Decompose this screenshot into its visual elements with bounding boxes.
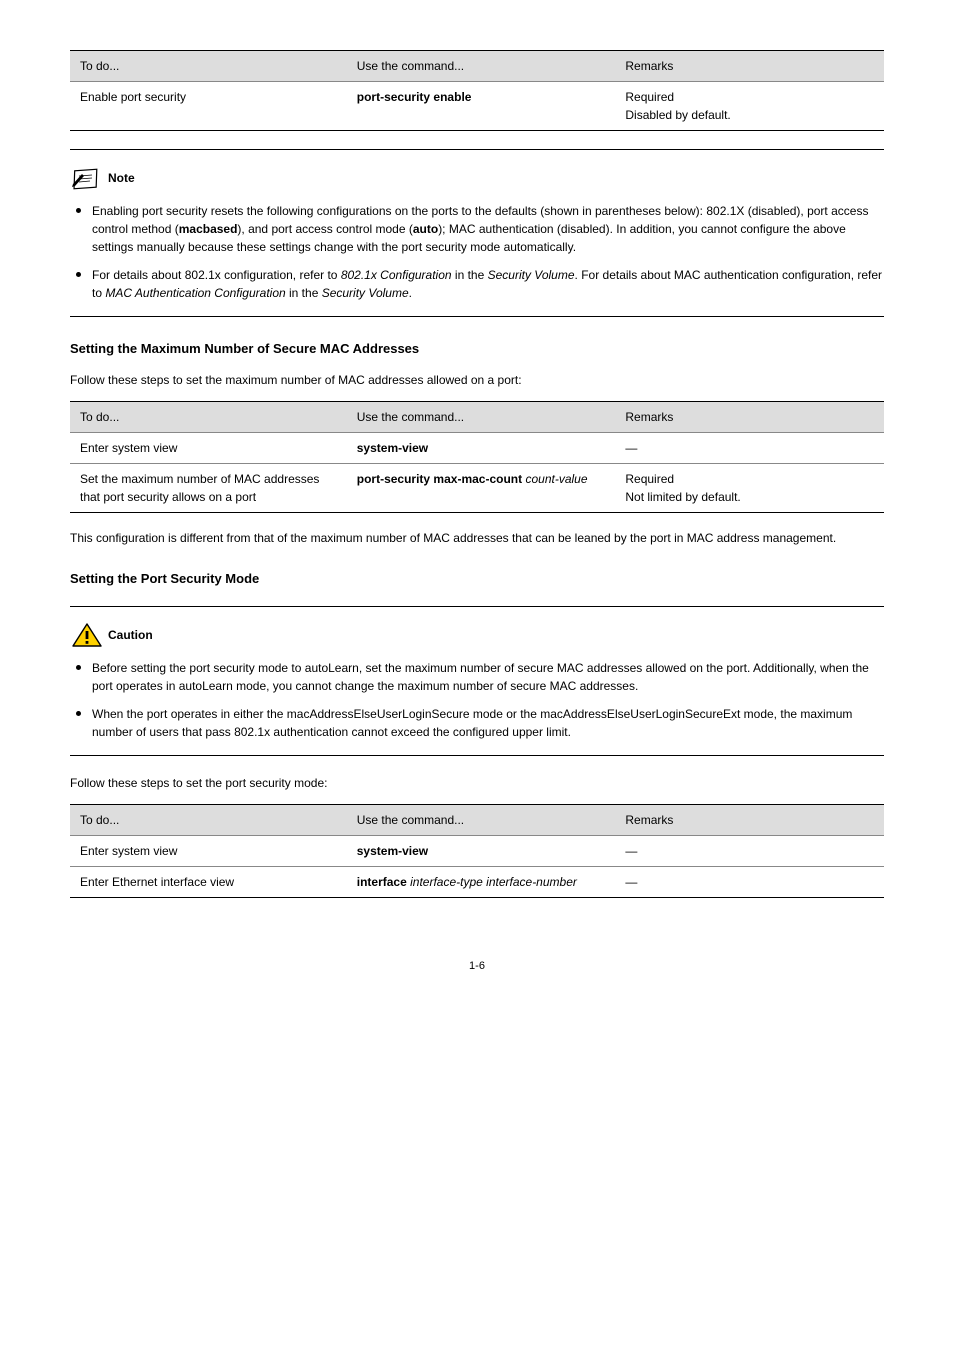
caution-callout: Caution Before setting the port security…	[70, 606, 884, 756]
caution-label: Caution	[108, 626, 153, 644]
cell-remarks: —	[615, 836, 884, 867]
section-mode-title: Setting the Port Security Mode	[70, 569, 884, 589]
note-list: Enabling port security resets the follow…	[70, 202, 884, 302]
section-maxmac-title: Setting the Maximum Number of Secure MAC…	[70, 339, 884, 359]
col-remarks: Remarks	[615, 401, 884, 432]
caution-item: Before setting the port security mode to…	[70, 659, 884, 695]
note-item: For details about 802.1x configuration, …	[70, 266, 884, 302]
table-enable-port-security: To do... Use the command... Remarks Enab…	[70, 50, 884, 131]
caution-icon	[70, 621, 104, 649]
table-row: Enter Ethernet interface view interface …	[70, 867, 884, 898]
note-header: Note	[70, 164, 884, 192]
cell-remarks: —	[615, 867, 884, 898]
table-row: Enter system view system-view —	[70, 432, 884, 463]
col-cmd: Use the command...	[347, 401, 616, 432]
table-header-row: To do... Use the command... Remarks	[70, 401, 884, 432]
table-header-row: To do... Use the command... Remarks	[70, 805, 884, 836]
note-icon	[70, 164, 104, 192]
cell-todo: Enter system view	[70, 432, 347, 463]
cell-cmd: interface interface-type interface-numbe…	[347, 867, 616, 898]
table-row: Enter system view system-view —	[70, 836, 884, 867]
col-remarks: Remarks	[615, 805, 884, 836]
cell-cmd: port-security max-mac-count count-value	[347, 463, 616, 512]
cell-cmd: system-view	[347, 432, 616, 463]
col-cmd: Use the command...	[347, 805, 616, 836]
table-row: Enable port security port-security enabl…	[70, 82, 884, 131]
note-label: Note	[108, 169, 135, 187]
col-remarks: Remarks	[615, 51, 884, 82]
caution-item: When the port operates in either the mac…	[70, 705, 884, 741]
table-row: Set the maximum number of MAC addresses …	[70, 463, 884, 512]
page-number: 1-6	[70, 958, 884, 975]
section-maxmac-intro: Follow these steps to set the maximum nu…	[70, 371, 884, 389]
note-item: Enabling port security resets the follow…	[70, 202, 884, 256]
col-cmd: Use the command...	[347, 51, 616, 82]
cell-remarks: RequiredNot limited by default.	[615, 463, 884, 512]
section-mode-intro: Follow these steps to set the port secur…	[70, 774, 884, 792]
caution-header: Caution	[70, 621, 884, 649]
table-maxmac: To do... Use the command... Remarks Ente…	[70, 401, 884, 513]
cell-todo: Enter system view	[70, 836, 347, 867]
col-todo: To do...	[70, 805, 347, 836]
section-maxmac-after: This configuration is different from tha…	[70, 529, 884, 547]
cell-todo: Enable port security	[70, 82, 347, 131]
table-mode: To do... Use the command... Remarks Ente…	[70, 804, 884, 898]
caution-list: Before setting the port security mode to…	[70, 659, 884, 741]
cell-remarks: RequiredDisabled by default.	[615, 82, 884, 131]
note-callout: Note Enabling port security resets the f…	[70, 149, 884, 317]
cell-todo: Set the maximum number of MAC addresses …	[70, 463, 347, 512]
table-header-row: To do... Use the command... Remarks	[70, 51, 884, 82]
cell-todo: Enter Ethernet interface view	[70, 867, 347, 898]
col-todo: To do...	[70, 401, 347, 432]
cell-cmd: port-security enable	[347, 82, 616, 131]
cell-remarks: —	[615, 432, 884, 463]
cell-cmd: system-view	[347, 836, 616, 867]
col-todo: To do...	[70, 51, 347, 82]
